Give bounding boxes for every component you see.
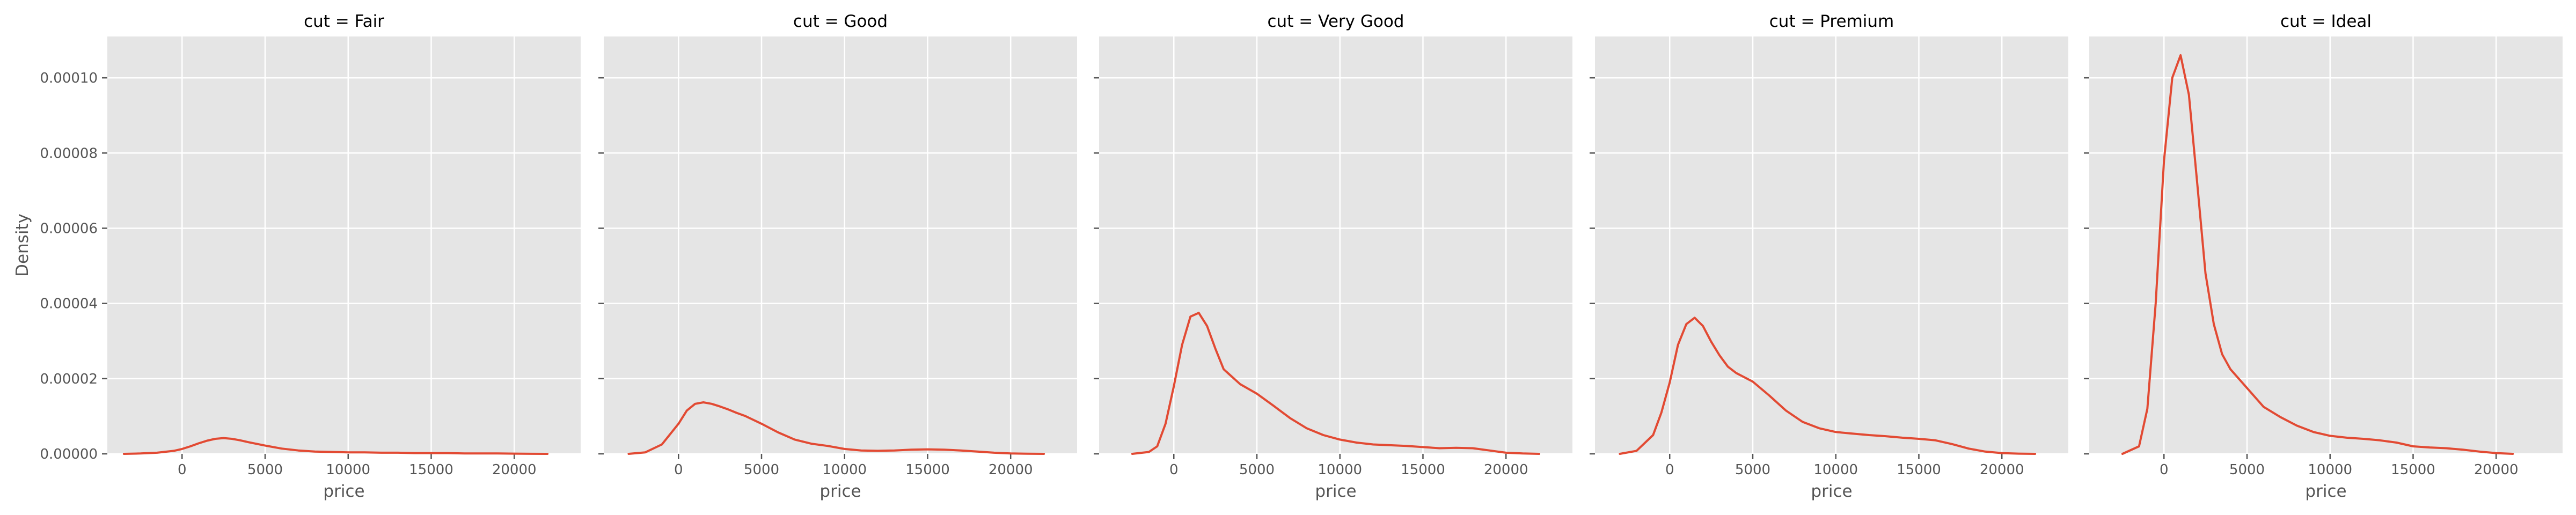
facet-panel-4: 0 5000 10000 15000 20000 cut = Ideal price bbox=[2084, 12, 2563, 501]
x-tick-label: 10000 bbox=[822, 462, 867, 478]
plot-background bbox=[604, 36, 1077, 454]
facet-title: cut = Ideal bbox=[2280, 12, 2372, 31]
x-tick-label: 0 bbox=[674, 462, 683, 478]
x-tick-label: 10000 bbox=[1813, 462, 1858, 478]
facet-panel-1: 0 5000 10000 15000 20000 cut = Good price bbox=[598, 12, 1077, 501]
density-curve bbox=[1131, 312, 1541, 455]
x-tick-label: 15000 bbox=[2391, 462, 2435, 478]
density-curve bbox=[627, 401, 1045, 455]
x-tick-label: 5000 bbox=[2229, 462, 2265, 478]
plot-background bbox=[1099, 36, 1572, 454]
x-tick-label: 5000 bbox=[247, 462, 283, 478]
facet-title: cut = Good bbox=[793, 12, 888, 31]
x-tick-label: 15000 bbox=[1401, 462, 1445, 478]
y-tick-label: 0.00004 bbox=[40, 296, 98, 312]
y-axis-label: Density bbox=[13, 214, 32, 277]
x-tick-label: 20000 bbox=[492, 462, 537, 478]
x-tick-label: 20000 bbox=[1484, 462, 1528, 478]
facet-title: cut = Very Good bbox=[1268, 12, 1404, 31]
x-axis-label: price bbox=[2305, 482, 2346, 501]
x-axis-label: price bbox=[323, 482, 364, 501]
y-tick-label: 0.00010 bbox=[40, 70, 98, 86]
density-curve bbox=[2121, 54, 2514, 455]
x-tick-label: 20000 bbox=[989, 462, 1033, 478]
x-tick-label: 10000 bbox=[1318, 462, 1362, 478]
x-tick-label: 10000 bbox=[326, 462, 370, 478]
x-tick-label: 0 bbox=[1665, 462, 1674, 478]
facet-panel-3: 0 5000 10000 15000 20000 cut = Premium price bbox=[1590, 12, 2068, 501]
y-tick-label: 0.00006 bbox=[40, 220, 98, 237]
x-tick-label: 0 bbox=[1169, 462, 1179, 478]
density-curve bbox=[1619, 317, 2037, 455]
x-tick-label: 10000 bbox=[2308, 462, 2352, 478]
facet-title: cut = Fair bbox=[304, 12, 384, 31]
density-curve bbox=[122, 437, 549, 455]
x-tick-label: 15000 bbox=[1897, 462, 1941, 478]
facet-panel-0: 0 5000 10000 15000 20000 0.00000 0.00002 0.0000… bbox=[40, 12, 581, 501]
x-axis-label: price bbox=[1315, 482, 1356, 501]
x-tick-label: 5000 bbox=[1735, 462, 1770, 478]
plot-background bbox=[1595, 36, 2068, 454]
x-tick-label: 5000 bbox=[744, 462, 779, 478]
plot-background bbox=[107, 36, 581, 454]
facet-title: cut = Premium bbox=[1769, 12, 1894, 31]
y-tick-label: 0.00008 bbox=[40, 145, 98, 161]
facet-panel-2: 0 5000 10000 15000 20000 cut = Very Good price bbox=[1094, 12, 1572, 501]
x-tick-label: 5000 bbox=[1239, 462, 1275, 478]
x-tick-label: 0 bbox=[2160, 462, 2169, 478]
x-axis-label: price bbox=[819, 482, 861, 501]
y-tick-label: 0.00002 bbox=[40, 371, 98, 387]
y-tick-label: 0.00000 bbox=[40, 446, 98, 462]
x-tick-label: 20000 bbox=[2474, 462, 2519, 478]
x-axis-label: price bbox=[1811, 482, 1852, 501]
x-tick-label: 15000 bbox=[905, 462, 950, 478]
plot-background bbox=[2089, 36, 2563, 454]
x-tick-label: 15000 bbox=[409, 462, 453, 478]
x-tick-label: 0 bbox=[178, 462, 187, 478]
x-tick-label: 20000 bbox=[1980, 462, 2024, 478]
